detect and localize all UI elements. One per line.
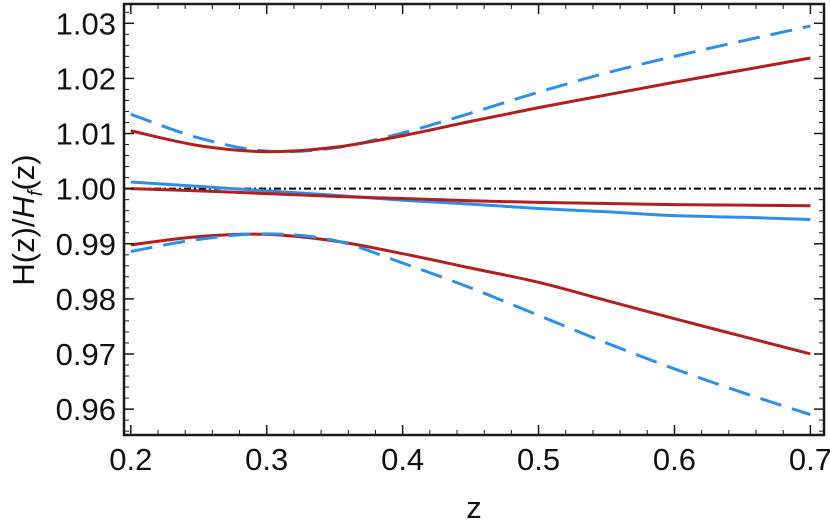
series-line-6 (130, 232, 811, 417)
x-tick-label: 0.2 (109, 442, 152, 477)
x-tick-label: 0.3 (245, 442, 288, 477)
x-tick-label: 0.4 (381, 442, 424, 477)
series-line-5 (130, 232, 811, 356)
series-line-2 (130, 56, 811, 154)
series-line-1 (130, 24, 811, 154)
y-tick-label: 0.96 (56, 392, 116, 427)
y-axis-label-italic: H (6, 195, 41, 218)
y-tick-label: 1.01 (56, 117, 116, 152)
plot-frame (122, 2, 826, 437)
series-line-4 (130, 187, 811, 208)
series-line-3 (130, 180, 811, 221)
x-tick-label: 0.6 (653, 442, 696, 477)
y-axis-label-subscript: f (25, 188, 47, 196)
y-tick-label: 0.98 (56, 282, 116, 317)
x-tick-label: 0.5 (517, 442, 560, 477)
y-tick-label: 1.00 (56, 172, 116, 207)
y-axis-label: H(z)/Hf(z) (6, 154, 47, 285)
y-tick-label: 1.02 (56, 61, 116, 96)
y-axis-label-prefix: H(z)/ (6, 218, 41, 286)
y-tick-label: 0.97 (56, 337, 116, 372)
x-tick-label: 0.7 (789, 442, 830, 477)
y-tick-label: 0.99 (56, 227, 116, 262)
x-axis-label: z (466, 490, 482, 525)
y-tick-label: 1.03 (56, 6, 116, 41)
y-axis-label-suffix: (z) (6, 154, 41, 190)
